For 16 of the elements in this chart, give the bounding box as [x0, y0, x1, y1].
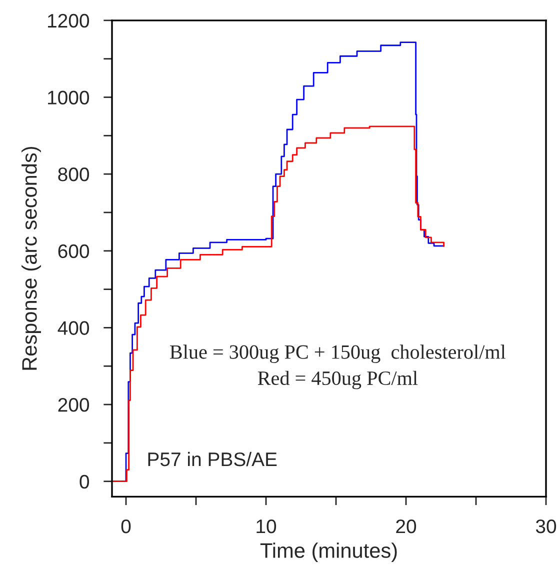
y-tick-label: 400	[58, 321, 90, 335]
y-tick-label: 0	[80, 474, 90, 489]
y-tick-label: 800	[58, 168, 90, 182]
annotation: P57 in PBS/AE	[148, 452, 277, 466]
y-tick-label: 600	[58, 244, 90, 258]
x-tick-label: 30	[536, 519, 556, 534]
y-tick-label: 1200	[48, 14, 90, 28]
annotation: Blue = 300ug PC + 150ug cholesterol/ml	[170, 344, 506, 363]
y-tick-label: 200	[58, 398, 90, 412]
x-tick-label: 20	[396, 519, 416, 534]
y-tick-label: 1000	[48, 90, 90, 104]
x-tick-label: 10	[256, 519, 276, 534]
y-axis-title: Response (arc seconds)	[22, 146, 41, 370]
annotation: Red = 450ug PC/ml	[258, 370, 418, 390]
x-tick-label: 0	[121, 519, 131, 534]
x-axis-title: Time (minutes)	[260, 542, 397, 562]
